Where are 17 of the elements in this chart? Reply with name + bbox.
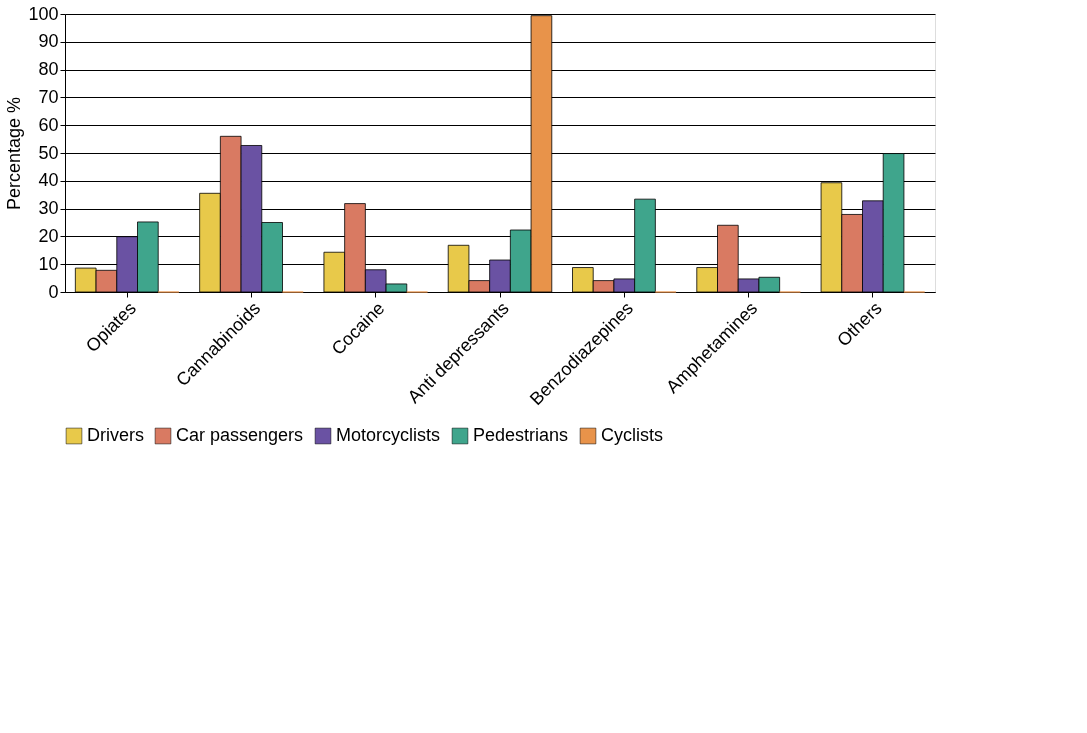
y-tick-label: 20 — [38, 225, 59, 246]
y-tick-label: 40 — [38, 170, 59, 191]
y-tick-label: 100 — [28, 3, 59, 24]
y-tick-label: 30 — [38, 198, 59, 219]
y-tick-label: 60 — [38, 114, 59, 135]
y-tick-label: 70 — [38, 86, 59, 107]
legend-label: Motorcyclists — [336, 425, 441, 445]
legend-label: Car passengers — [176, 425, 304, 445]
legend-label: Pedestrians — [473, 425, 569, 445]
y-axis-title: Percentage % — [4, 96, 25, 211]
y-tick-label: 10 — [38, 253, 59, 274]
y-tick-label: 50 — [38, 142, 59, 163]
legend-label: Cyclists — [601, 425, 663, 445]
y-tick-label: 80 — [38, 59, 59, 80]
legend-label: Drivers — [87, 425, 144, 445]
y-tick-label: 90 — [38, 31, 59, 52]
y-tick-label: 0 — [48, 281, 59, 302]
